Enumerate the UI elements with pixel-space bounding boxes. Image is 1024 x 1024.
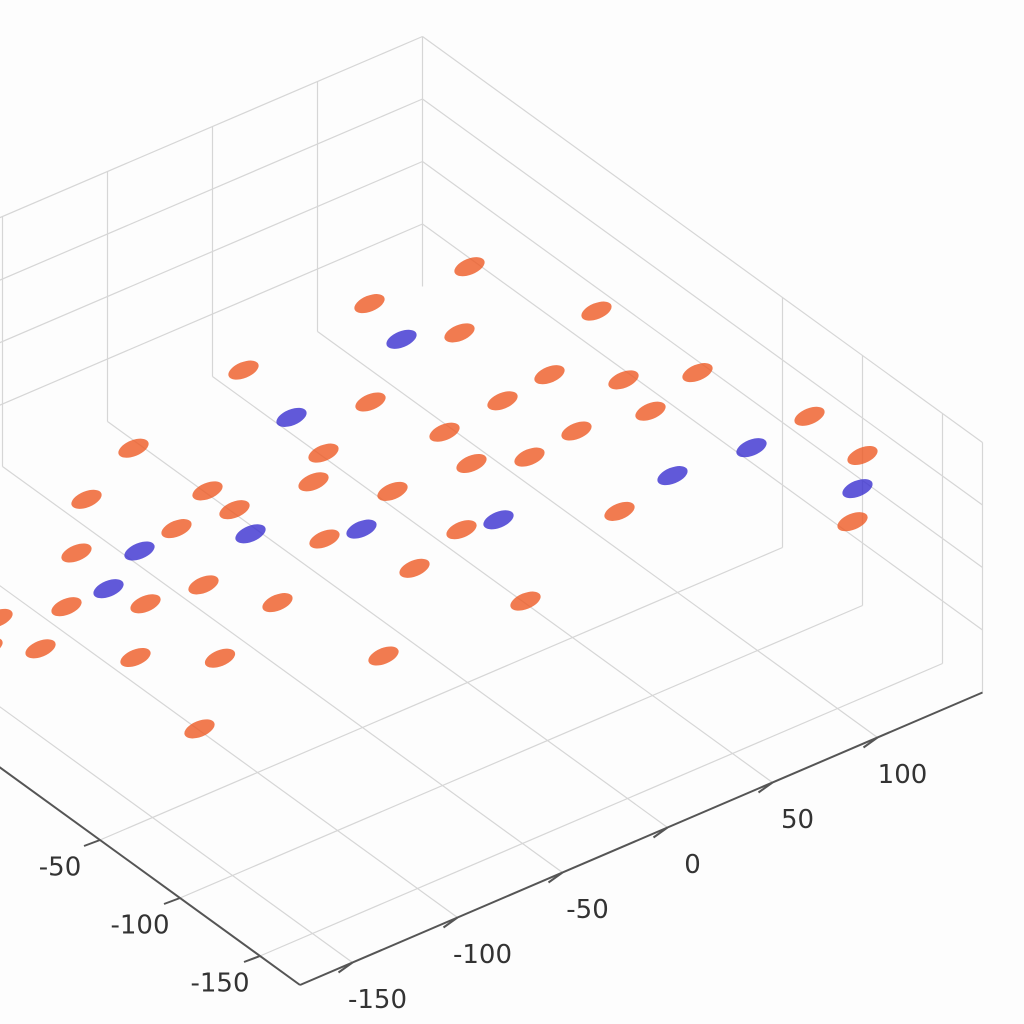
grid-line bbox=[317, 331, 878, 738]
point bbox=[454, 257, 485, 277]
point bbox=[446, 520, 477, 540]
point bbox=[188, 575, 219, 595]
point bbox=[355, 392, 386, 412]
x-tick-label: -50 bbox=[566, 895, 608, 925]
point bbox=[192, 481, 223, 501]
wall-line bbox=[422, 98, 983, 506]
point bbox=[635, 401, 666, 421]
point bbox=[51, 597, 82, 617]
point bbox=[657, 466, 688, 486]
wall-line bbox=[0, 160, 423, 344]
point bbox=[71, 489, 102, 509]
grid-line bbox=[179, 604, 863, 899]
x-tick-label: 100 bbox=[878, 760, 928, 790]
y-tick-label: -100 bbox=[110, 911, 169, 941]
point bbox=[483, 510, 514, 530]
point bbox=[262, 593, 293, 613]
point bbox=[130, 594, 161, 614]
point bbox=[847, 445, 878, 466]
point bbox=[219, 500, 250, 520]
tick-mark bbox=[243, 955, 261, 963]
point bbox=[682, 363, 713, 383]
point bbox=[309, 529, 340, 549]
point bbox=[534, 365, 565, 385]
point bbox=[235, 524, 266, 544]
wall-line bbox=[422, 223, 983, 631]
point bbox=[837, 512, 868, 532]
wall-line bbox=[422, 36, 983, 443]
point bbox=[354, 294, 385, 314]
point bbox=[510, 591, 541, 611]
point bbox=[377, 481, 408, 501]
point bbox=[161, 519, 192, 539]
x-tick-label: -100 bbox=[453, 940, 512, 970]
y-axis bbox=[0, 766, 301, 986]
point bbox=[346, 519, 377, 539]
wall-line bbox=[0, 223, 423, 406]
point bbox=[581, 301, 612, 321]
point bbox=[561, 421, 592, 441]
point bbox=[842, 479, 873, 499]
point bbox=[124, 541, 155, 561]
wall-line bbox=[0, 35, 423, 219]
point bbox=[429, 422, 460, 442]
grid-line bbox=[2, 466, 563, 873]
grid-line bbox=[259, 662, 943, 957]
point bbox=[604, 501, 635, 521]
point bbox=[25, 639, 56, 659]
point bbox=[514, 447, 545, 467]
point bbox=[298, 472, 329, 492]
point bbox=[608, 370, 639, 390]
y-tick-label: -50 bbox=[39, 853, 81, 883]
grid-line bbox=[0, 585, 458, 918]
tick-mark bbox=[163, 897, 181, 905]
point bbox=[276, 407, 307, 427]
wall-line bbox=[0, 98, 423, 281]
x-tick-label: 50 bbox=[781, 805, 814, 835]
point bbox=[184, 719, 215, 739]
grid-line bbox=[212, 376, 773, 783]
x-axis bbox=[299, 691, 983, 986]
point bbox=[120, 647, 151, 668]
point bbox=[456, 453, 487, 474]
point bbox=[487, 391, 518, 411]
x-tick-label: 0 bbox=[684, 850, 701, 880]
y-tick-label: -150 bbox=[190, 969, 249, 999]
grid-line bbox=[107, 421, 668, 828]
point bbox=[118, 438, 149, 458]
point bbox=[794, 406, 825, 426]
point bbox=[204, 648, 236, 668]
point bbox=[61, 543, 92, 563]
point bbox=[386, 329, 417, 349]
point bbox=[93, 579, 124, 599]
point bbox=[399, 558, 430, 578]
point bbox=[0, 608, 13, 628]
point bbox=[368, 646, 399, 666]
point bbox=[228, 360, 259, 380]
grid-line bbox=[99, 546, 783, 841]
point bbox=[444, 323, 475, 343]
tick-mark bbox=[83, 839, 101, 847]
grid-line bbox=[0, 706, 353, 963]
point bbox=[736, 438, 767, 458]
point bbox=[308, 443, 339, 463]
x-tick-label: -150 bbox=[348, 985, 407, 1015]
point bbox=[0, 637, 3, 657]
